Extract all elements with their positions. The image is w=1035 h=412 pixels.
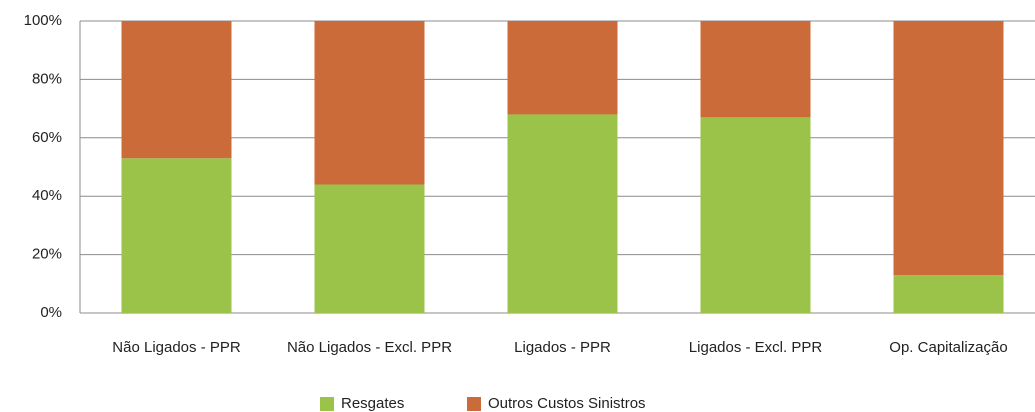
x-tick-label: Não Ligados - Excl. PPR <box>287 339 452 356</box>
y-tick-label: 0% <box>40 304 62 321</box>
y-tick-label: 40% <box>32 187 62 204</box>
bar-segment <box>700 117 811 313</box>
bar-segment <box>121 158 232 313</box>
legend-swatch <box>467 397 481 411</box>
y-tick-label: 100% <box>24 12 62 29</box>
bar-segment <box>507 21 618 115</box>
bar-segment <box>893 21 1004 276</box>
bar-segment <box>893 275 1004 313</box>
legend-swatch <box>320 397 334 411</box>
y-tick-label: 80% <box>32 70 62 87</box>
legend-label: Outros Custos Sinistros <box>488 395 646 412</box>
bar-segment <box>314 21 425 185</box>
y-tick-label: 20% <box>32 246 62 263</box>
bar-segment <box>507 114 618 313</box>
bar-segment <box>121 21 232 159</box>
x-tick-label: Não Ligados - PPR <box>112 339 241 356</box>
bar-segment <box>314 184 425 313</box>
x-tick-label: Ligados - Excl. PPR <box>689 339 823 356</box>
y-tick-label: 60% <box>32 129 62 146</box>
x-tick-label: Ligados - PPR <box>514 339 611 356</box>
legend-label: Resgates <box>341 395 404 412</box>
bar-segment <box>700 21 811 118</box>
x-tick-label: Op. Capitalização <box>889 339 1007 356</box>
